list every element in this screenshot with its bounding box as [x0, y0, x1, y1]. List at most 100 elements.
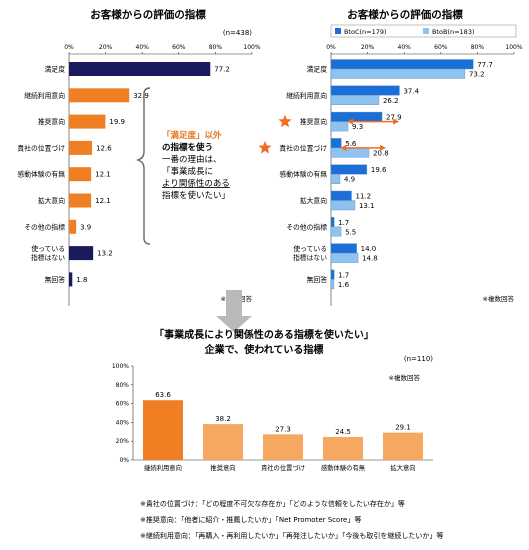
chart1-tick-label: 100%: [243, 44, 260, 51]
chart2-value-label: 5.6: [345, 140, 357, 148]
callout-brace: [135, 87, 151, 245]
chart2-value-label: 1.7: [338, 219, 349, 227]
chart2-tick-label: 40%: [398, 44, 412, 51]
chart3-tick-label: 20%: [116, 438, 130, 445]
star-icon: [278, 114, 292, 128]
callout-line2: の指標を使う: [162, 142, 213, 153]
chart2-bar-btob: [330, 226, 342, 237]
chart3-plot: 0% 20% 40% 60% 80% 100% 63.6 継続利用意向 38.2 推奨意向 27.3…: [112, 363, 433, 472]
chart1-category-label: 指標はない: [31, 253, 65, 262]
chart2-bar-btob: [330, 173, 341, 184]
callout-line5: より関係性のある: [162, 178, 230, 189]
chart2-value-label: 11.2: [355, 193, 371, 201]
chart1-value-label: 77.2: [214, 66, 230, 74]
footnote-2: ※推奨意向：「他者に紹介・推薦したいか」「Net Promoter Score」…: [140, 515, 361, 524]
chart1-category-label: 継続利用意向: [24, 91, 65, 100]
chart2-note: ※複数回答: [483, 294, 515, 303]
chart2-category-label: 無回答: [307, 275, 328, 284]
chart1-tick-label: 40%: [136, 44, 150, 51]
chart2-value-label: 26.2: [383, 97, 399, 105]
chart2-bar-btoc: [330, 190, 352, 201]
chart2-value-label: 1.7: [338, 271, 349, 279]
chart1-category-label: その他の指標: [24, 222, 65, 231]
chart1-category-label: 推奨意向: [38, 117, 65, 126]
chart1-value-label: 32.9: [133, 92, 149, 100]
arrowhead-icon: [393, 118, 400, 125]
chart2-value-label: 77.7: [477, 61, 493, 69]
chart1-category-label: 拡大意向: [38, 196, 65, 205]
chart2-value-label: 9.3: [352, 123, 363, 131]
chart1-category-label: 使っている: [31, 244, 65, 253]
chart1-bar: [69, 272, 73, 287]
chart2-tick-label: 60%: [434, 44, 448, 51]
chart1-category-label: 貴社の位置づけ: [17, 143, 65, 152]
chart1-tick-label: 0%: [64, 44, 74, 51]
chart2-plot: 0% 20% 40% 60% 80% 100% 満足度 77.7 73.2 継続利用意向 37.4 2…: [258, 44, 523, 306]
chart2-value-label: 1.6: [338, 281, 350, 289]
chart2-bar-btoc: [330, 111, 383, 122]
chart2-value-label: 73.2: [469, 71, 485, 79]
chart1-plot: 0% 20% 40% 60% 80% 100% 満足度 77.2 継続利用意向 32.9 推奨意向 1…: [17, 44, 261, 306]
callout-line1: 「満足度」以外: [162, 130, 222, 141]
banner-line2: 企業で、使われている指標: [204, 343, 324, 356]
legend-swatch-btoc: [335, 28, 341, 34]
arrowhead-icon: [380, 144, 387, 151]
chart2-value-label: 4.9: [344, 176, 355, 184]
chart3-value-label: 63.6: [155, 391, 171, 399]
chart2-bar-btoc: [330, 243, 357, 254]
chart2-value-label: 5.5: [345, 228, 356, 236]
footnote-3: ※継続利用意向：「再購入・再利用したいか」「再発注したいか」「今後も取引を継続し…: [140, 531, 443, 540]
callout-line6: 指標を使いたい」: [162, 190, 230, 201]
chart2-tick-label: 0%: [326, 44, 336, 51]
chart1-bar: [69, 140, 93, 155]
chart2-category-label: その他の指標: [286, 222, 327, 231]
chart1-value-label: 19.9: [109, 118, 125, 126]
chart2-bar-btob: [330, 252, 359, 263]
chart2-bar-btoc: [330, 269, 335, 280]
chart2-value-label: 14.8: [362, 255, 378, 263]
chart1-tick-label: 20%: [99, 44, 113, 51]
chart2-value-label: 20.8: [373, 149, 389, 157]
chart2-tick-label: 100%: [505, 44, 522, 51]
chart3-value-label: 29.1: [395, 424, 411, 432]
chart2-bar-btob: [330, 68, 466, 79]
chart2-bar-btob: [330, 95, 380, 106]
chart2-bar-btob: [330, 147, 370, 158]
chart2-value-label: 13.1: [359, 202, 375, 210]
chart3-tick-label: 40%: [116, 419, 130, 426]
banner-line1: 「事業成長により関係性のある指標を使いたい」: [154, 328, 374, 341]
chart2-bar-btoc: [330, 164, 368, 175]
chart3-bar: [143, 400, 183, 460]
chart2-bar-btoc: [330, 138, 342, 149]
chart3-tick-label: 100%: [112, 363, 129, 370]
callout-line3: 一番の理由は、: [162, 154, 222, 165]
chart1-tick-label: 80%: [209, 44, 223, 51]
chart2-category-label: 推奨意向: [300, 117, 327, 126]
chart2-title: お客様からの評価の指標: [347, 8, 463, 21]
chart1-bar: [69, 62, 211, 76]
callout-line4: 「事業成長に: [162, 166, 213, 177]
chart1-bar: [69, 167, 92, 182]
legend-label-btoc: BtoC(n=179): [344, 28, 387, 36]
chart1-bar: [69, 88, 130, 103]
chart3-value-label: 38.2: [215, 415, 231, 423]
chart2-bar-btoc: [330, 85, 400, 96]
chart3-value-label: 27.3: [275, 425, 291, 433]
chart1-bar: [69, 246, 94, 261]
chart2-category-label: 満足度: [307, 65, 328, 74]
down-arrow-icon: [216, 290, 252, 332]
chart3-category-label: 貴社の位置づけ: [261, 463, 305, 472]
chart3-tick-label: 60%: [116, 401, 130, 408]
chart3-category-label: 継続利用意向: [144, 463, 182, 472]
chart2-category-label: 指標はない: [293, 253, 327, 262]
chart2-category-label: 貴社の位置づけ: [279, 143, 327, 152]
chart3-bar: [383, 432, 423, 460]
chart1-bar: [69, 114, 106, 129]
chart2-value-label: 19.6: [371, 166, 387, 174]
arrowhead-icon: [340, 144, 347, 151]
chart2-category-label: 感動体験の有無: [279, 170, 327, 179]
chart3-category-label: 感動体験の有無: [321, 463, 366, 472]
chart1-title: お客様からの評価の指標: [90, 8, 206, 21]
chart2-tick-label: 80%: [471, 44, 485, 51]
chart2-value-label: 37.4: [403, 87, 419, 95]
